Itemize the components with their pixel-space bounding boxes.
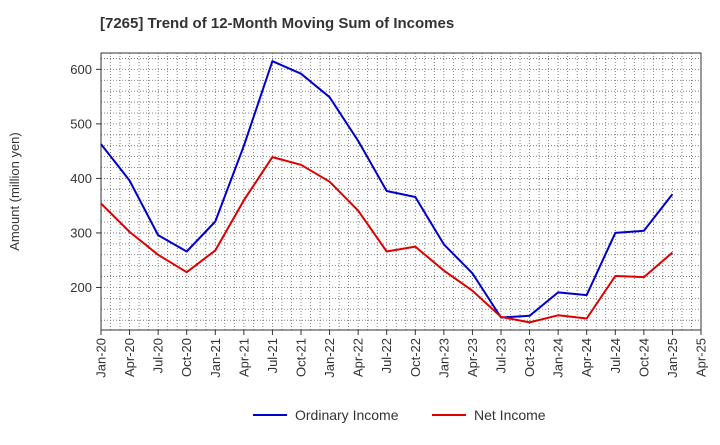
- x-tick-label: Oct-23: [522, 338, 537, 377]
- y-tick-label: 600: [70, 62, 92, 77]
- x-tick-label: Oct-21: [294, 338, 309, 377]
- y-tick-label: 400: [70, 171, 92, 186]
- grid-lines: [101, 53, 701, 330]
- data-series: [100, 60, 674, 324]
- x-tick-label: Jan-21: [208, 338, 223, 378]
- y-tick-label: 500: [70, 116, 92, 131]
- y-axis-label: Amount (million yen): [7, 132, 22, 251]
- legend-label-net-income: Net Income: [474, 407, 546, 423]
- x-tick-label: Jan-24: [551, 338, 566, 378]
- y-tick-label: 200: [70, 280, 92, 295]
- x-tick-label: Oct-24: [636, 338, 651, 377]
- x-tick-label: Jan-22: [322, 338, 337, 378]
- x-tick-label: Apr-22: [351, 338, 366, 377]
- x-tick-label: Jan-20: [94, 338, 109, 378]
- legend: Ordinary Income Net Income: [253, 407, 546, 423]
- series-line-net-income: [100, 156, 674, 324]
- axes: 200 300 400 500 600 Jan-20 Apr-20 Jul-20 Oct-20 J…: [7, 52, 709, 378]
- x-tick-label: Oct-22: [408, 338, 423, 377]
- x-tick-label: Apr-21: [236, 338, 251, 377]
- x-tick-label: Jan-23: [436, 338, 451, 378]
- plot-frame: [100, 52, 702, 331]
- x-tick-label: Apr-24: [579, 338, 594, 377]
- x-tick-label: Jan-25: [665, 338, 680, 378]
- x-tick-label: Jul-20: [151, 338, 166, 373]
- x-tick-label: Apr-25: [694, 338, 709, 377]
- x-tick-label: Jul-24: [608, 338, 623, 373]
- x-tick-label: Apr-23: [465, 338, 480, 377]
- x-tick-label: Jul-23: [494, 338, 509, 373]
- legend-label-ordinary-income: Ordinary Income: [295, 407, 399, 423]
- x-tick-label: Oct-20: [179, 338, 194, 377]
- x-tick-label: Apr-20: [122, 338, 137, 377]
- x-tick-label: Jul-21: [265, 338, 280, 373]
- x-tick-label: Jul-22: [379, 338, 394, 373]
- y-tick-label: 300: [70, 225, 92, 240]
- series-line-ordinary-income: [100, 60, 674, 319]
- chart-title: [7265] Trend of 12-Month Moving Sum of I…: [100, 15, 455, 32]
